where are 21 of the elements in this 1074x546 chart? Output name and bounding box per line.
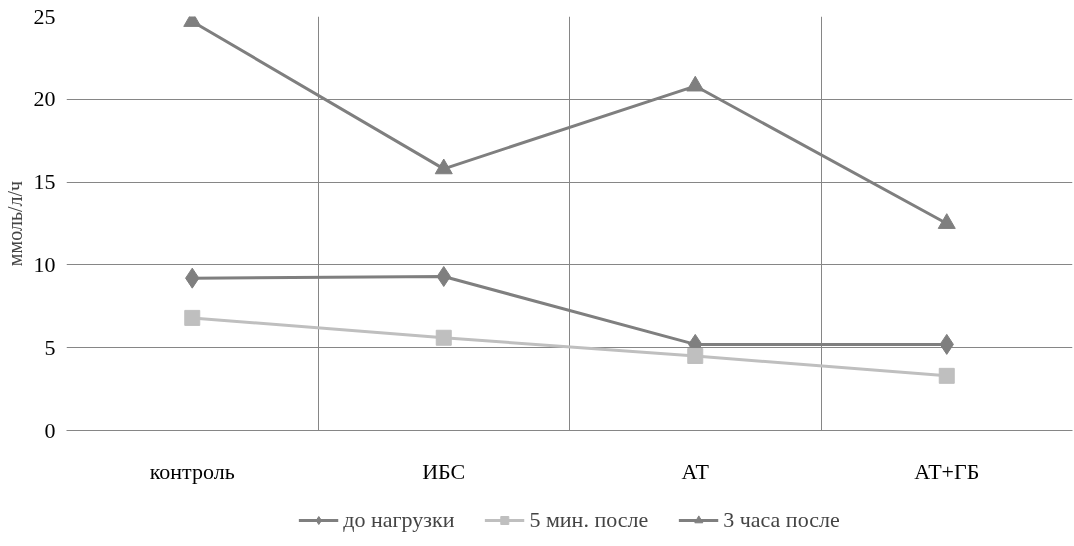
legend-label: 3 часа после xyxy=(723,507,840,533)
point xyxy=(686,75,705,92)
point xyxy=(184,309,201,326)
y-tick-label: 10 xyxy=(33,251,56,277)
x-tick-label: ИБС xyxy=(422,458,466,484)
point xyxy=(435,329,452,346)
legend-label: до нагрузки xyxy=(343,507,455,533)
legend-label: 5 мин. после xyxy=(529,507,649,533)
y-tick-label: 15 xyxy=(33,169,56,195)
point xyxy=(687,347,704,364)
y-tick-label: 25 xyxy=(33,3,56,29)
y-tick-label: 20 xyxy=(33,86,56,112)
point xyxy=(937,213,956,229)
y-tick-label: 5 xyxy=(44,334,56,360)
x-tick-label: АТ xyxy=(681,458,710,484)
x-tick-label: АТ+ГБ xyxy=(914,458,980,484)
point xyxy=(434,158,453,175)
y-axis-title: ммоль/л/ч xyxy=(3,180,26,267)
x-tick-label: контроль xyxy=(149,458,235,484)
point xyxy=(938,367,955,384)
y-tick-label: 0 xyxy=(44,417,56,443)
